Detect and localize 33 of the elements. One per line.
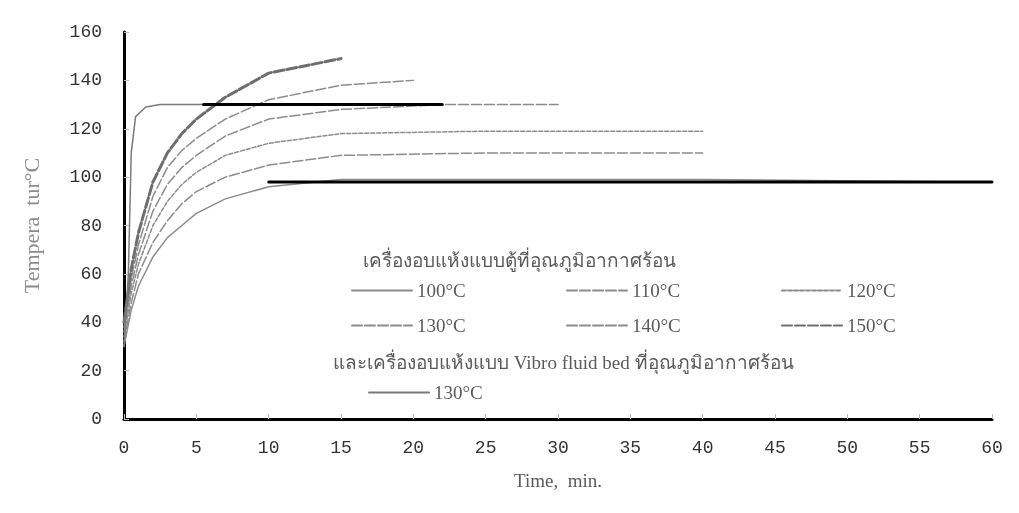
y-tick-label: 40 (80, 312, 102, 333)
legend-label: 140°C (632, 315, 681, 336)
x-tick-label: 25 (474, 438, 497, 458)
y-tick-label: 100 (69, 167, 102, 188)
x-tick-label: 15 (330, 438, 352, 458)
legend-title: เครื่องอบแห้งแบบตู้ที่อุณภูมิอากาศร้อน (363, 247, 676, 273)
legend-label: 110°C (632, 280, 681, 301)
x-tick-label: 5 (190, 438, 202, 458)
x-tick-label: 40 (691, 438, 714, 458)
y-tick-label: 80 (80, 215, 102, 236)
x-tick-label: 45 (764, 438, 786, 458)
y-tick-label: 20 (80, 360, 102, 381)
y-tick-label: 160 (69, 22, 102, 42)
x-tick-label: 50 (836, 438, 859, 458)
y-tick-label: 120 (69, 118, 102, 139)
legend-label: 130°C (434, 382, 483, 403)
y-axis-title: Tempera tur°C (18, 157, 44, 294)
x-tick-label: 20 (402, 438, 425, 458)
x-tick-label: 35 (619, 438, 642, 458)
x-axis-title: Time, min. (514, 470, 602, 491)
x-tick-label: 10 (257, 438, 280, 458)
x-tick-label: 55 (908, 438, 931, 458)
legend-label: 120°C (847, 280, 896, 301)
y-tick-label: 60 (80, 263, 102, 284)
annotation: และเครื่องอบแห้งแบบ Vibro fluid bed ที่อุณภูมิอากาศร้อน (333, 349, 794, 375)
legend-label: 150°C (847, 315, 896, 336)
y-tick-label: 0 (91, 409, 102, 429)
x-tick-label: 30 (547, 438, 569, 458)
legend-label: 130°C (417, 315, 466, 336)
y-tick-label: 140 (69, 70, 102, 91)
x-tick-label: 60 (981, 438, 1003, 458)
legend-label: 100°C (417, 280, 466, 301)
x-tick-label: 0 (118, 438, 130, 458)
